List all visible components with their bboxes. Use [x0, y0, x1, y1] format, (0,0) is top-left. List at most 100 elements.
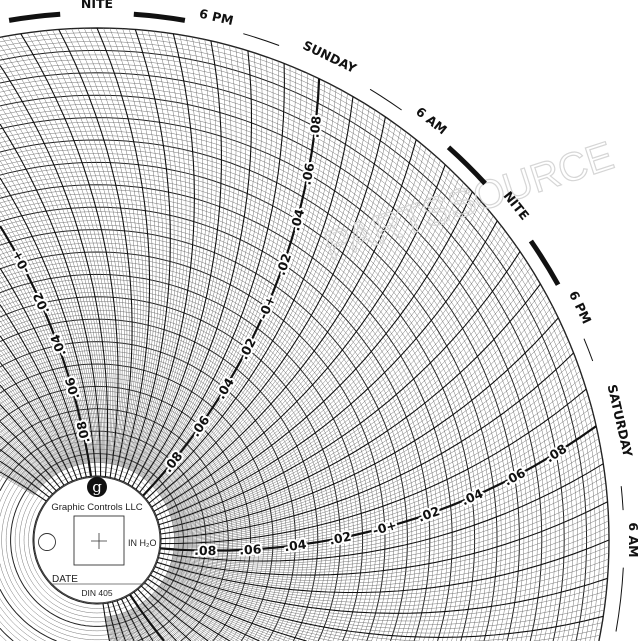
major-time-line — [144, 582, 231, 641]
minor-time-line — [174, 340, 569, 537]
minor-time-line — [163, 579, 601, 641]
minor-ring — [0, 283, 354, 641]
minor-time-line — [167, 572, 608, 618]
major-time-line — [137, 588, 192, 641]
minor-ring — [0, 130, 507, 641]
minor-time-line — [136, 36, 208, 474]
minor-ring — [0, 63, 574, 641]
minor-ring — [19, 462, 175, 618]
minor-time-line — [0, 330, 74, 467]
scale-label: .04 — [47, 332, 69, 358]
minor-time-line — [172, 488, 607, 571]
minor-time-line — [14, 34, 117, 464]
day-line — [243, 33, 280, 46]
minor-time-line — [0, 310, 77, 466]
minor-time-line — [174, 407, 592, 547]
minor-time-line — [174, 335, 567, 536]
minor-time-line — [115, 615, 125, 641]
minor-time-line — [0, 451, 43, 486]
minor-time-line — [0, 431, 49, 480]
minor-time-line — [105, 616, 112, 641]
minor-time-line — [174, 329, 564, 535]
major-time-line — [133, 591, 177, 641]
minor-time-line — [140, 43, 232, 476]
minor-time-line — [149, 596, 203, 641]
minor-time-line — [0, 475, 35, 496]
minor-time-line — [112, 615, 121, 641]
time-label: SATURDAY — [605, 383, 636, 459]
minor-time-line — [173, 289, 544, 528]
minor-time-line — [153, 592, 223, 641]
night-bar — [8, 11, 61, 23]
time-label: 6 AM — [626, 522, 640, 557]
minor-time-line — [170, 225, 502, 517]
minor-time-line — [143, 601, 182, 641]
minor-ring — [0, 345, 292, 641]
minor-time-line — [141, 45, 237, 477]
major-time-line — [156, 539, 610, 594]
minor-time-line — [0, 104, 103, 463]
major-ring — [32, 475, 162, 605]
night-bar — [446, 145, 487, 186]
minor-time-line — [159, 585, 266, 641]
major-time-line — [159, 463, 604, 562]
minor-time-line — [0, 398, 59, 474]
minor-time-line — [134, 34, 199, 473]
day-time-line — [160, 425, 597, 552]
major-time-line — [148, 116, 386, 504]
minor-ring — [0, 54, 583, 641]
minor-time-line — [143, 601, 179, 641]
major-time-line — [135, 50, 253, 490]
minor-ring — [0, 175, 462, 641]
minor-ring — [0, 68, 569, 641]
minor-time-line — [1, 36, 113, 464]
minor-time-line — [148, 597, 197, 641]
major-time-line — [102, 603, 111, 641]
minor-time-line — [133, 608, 156, 641]
major-time-line — [127, 33, 195, 485]
brand-logo — [87, 477, 107, 497]
minor-time-line — [0, 413, 55, 476]
major-time-line — [0, 435, 57, 492]
minor-time-line — [83, 28, 144, 467]
minor-time-line — [0, 169, 96, 463]
crosshair-icon — [91, 533, 107, 549]
minor-time-line — [163, 143, 422, 501]
minor-time-line — [171, 246, 517, 520]
minor-time-line — [0, 292, 80, 465]
minor-time-line — [0, 194, 94, 463]
minor-time-line — [173, 306, 553, 531]
minor-ring — [0, 135, 502, 641]
minor-time-line — [170, 230, 506, 518]
minor-time-line — [0, 85, 106, 463]
minor-time-line — [141, 47, 242, 478]
minor-time-line — [171, 514, 609, 581]
minor-time-line — [0, 433, 48, 481]
scale-label: -0+ — [9, 248, 34, 277]
minor-ring — [14, 457, 180, 623]
minor-time-line — [169, 205, 486, 513]
minor-time-line — [166, 168, 451, 506]
scale-label: -0+ — [371, 517, 398, 538]
minor-time-line — [168, 196, 477, 511]
chart-hub: g Graphic Controls LLC IN H₂O DATE DIN 4… — [33, 476, 161, 604]
minor-time-line — [77, 28, 141, 467]
minor-time-line — [151, 75, 314, 486]
minor-time-line — [115, 28, 160, 469]
minor-time-line — [173, 300, 550, 530]
minor-ring — [0, 301, 336, 641]
minor-time-line — [113, 615, 122, 641]
minor-time-line — [0, 418, 53, 477]
minor-time-line — [118, 614, 129, 641]
minor-time-line — [0, 95, 104, 463]
minor-time-line — [0, 254, 86, 464]
minor-time-line — [0, 470, 36, 493]
minor-time-line — [174, 401, 591, 546]
minor-time-line — [171, 240, 513, 519]
minor-time-line — [139, 604, 171, 641]
minor-time-line — [123, 612, 138, 641]
minor-time-line — [168, 570, 609, 610]
minor-time-line — [170, 533, 610, 590]
major-time-line — [0, 361, 73, 482]
time-label: 6 PM — [198, 6, 235, 28]
